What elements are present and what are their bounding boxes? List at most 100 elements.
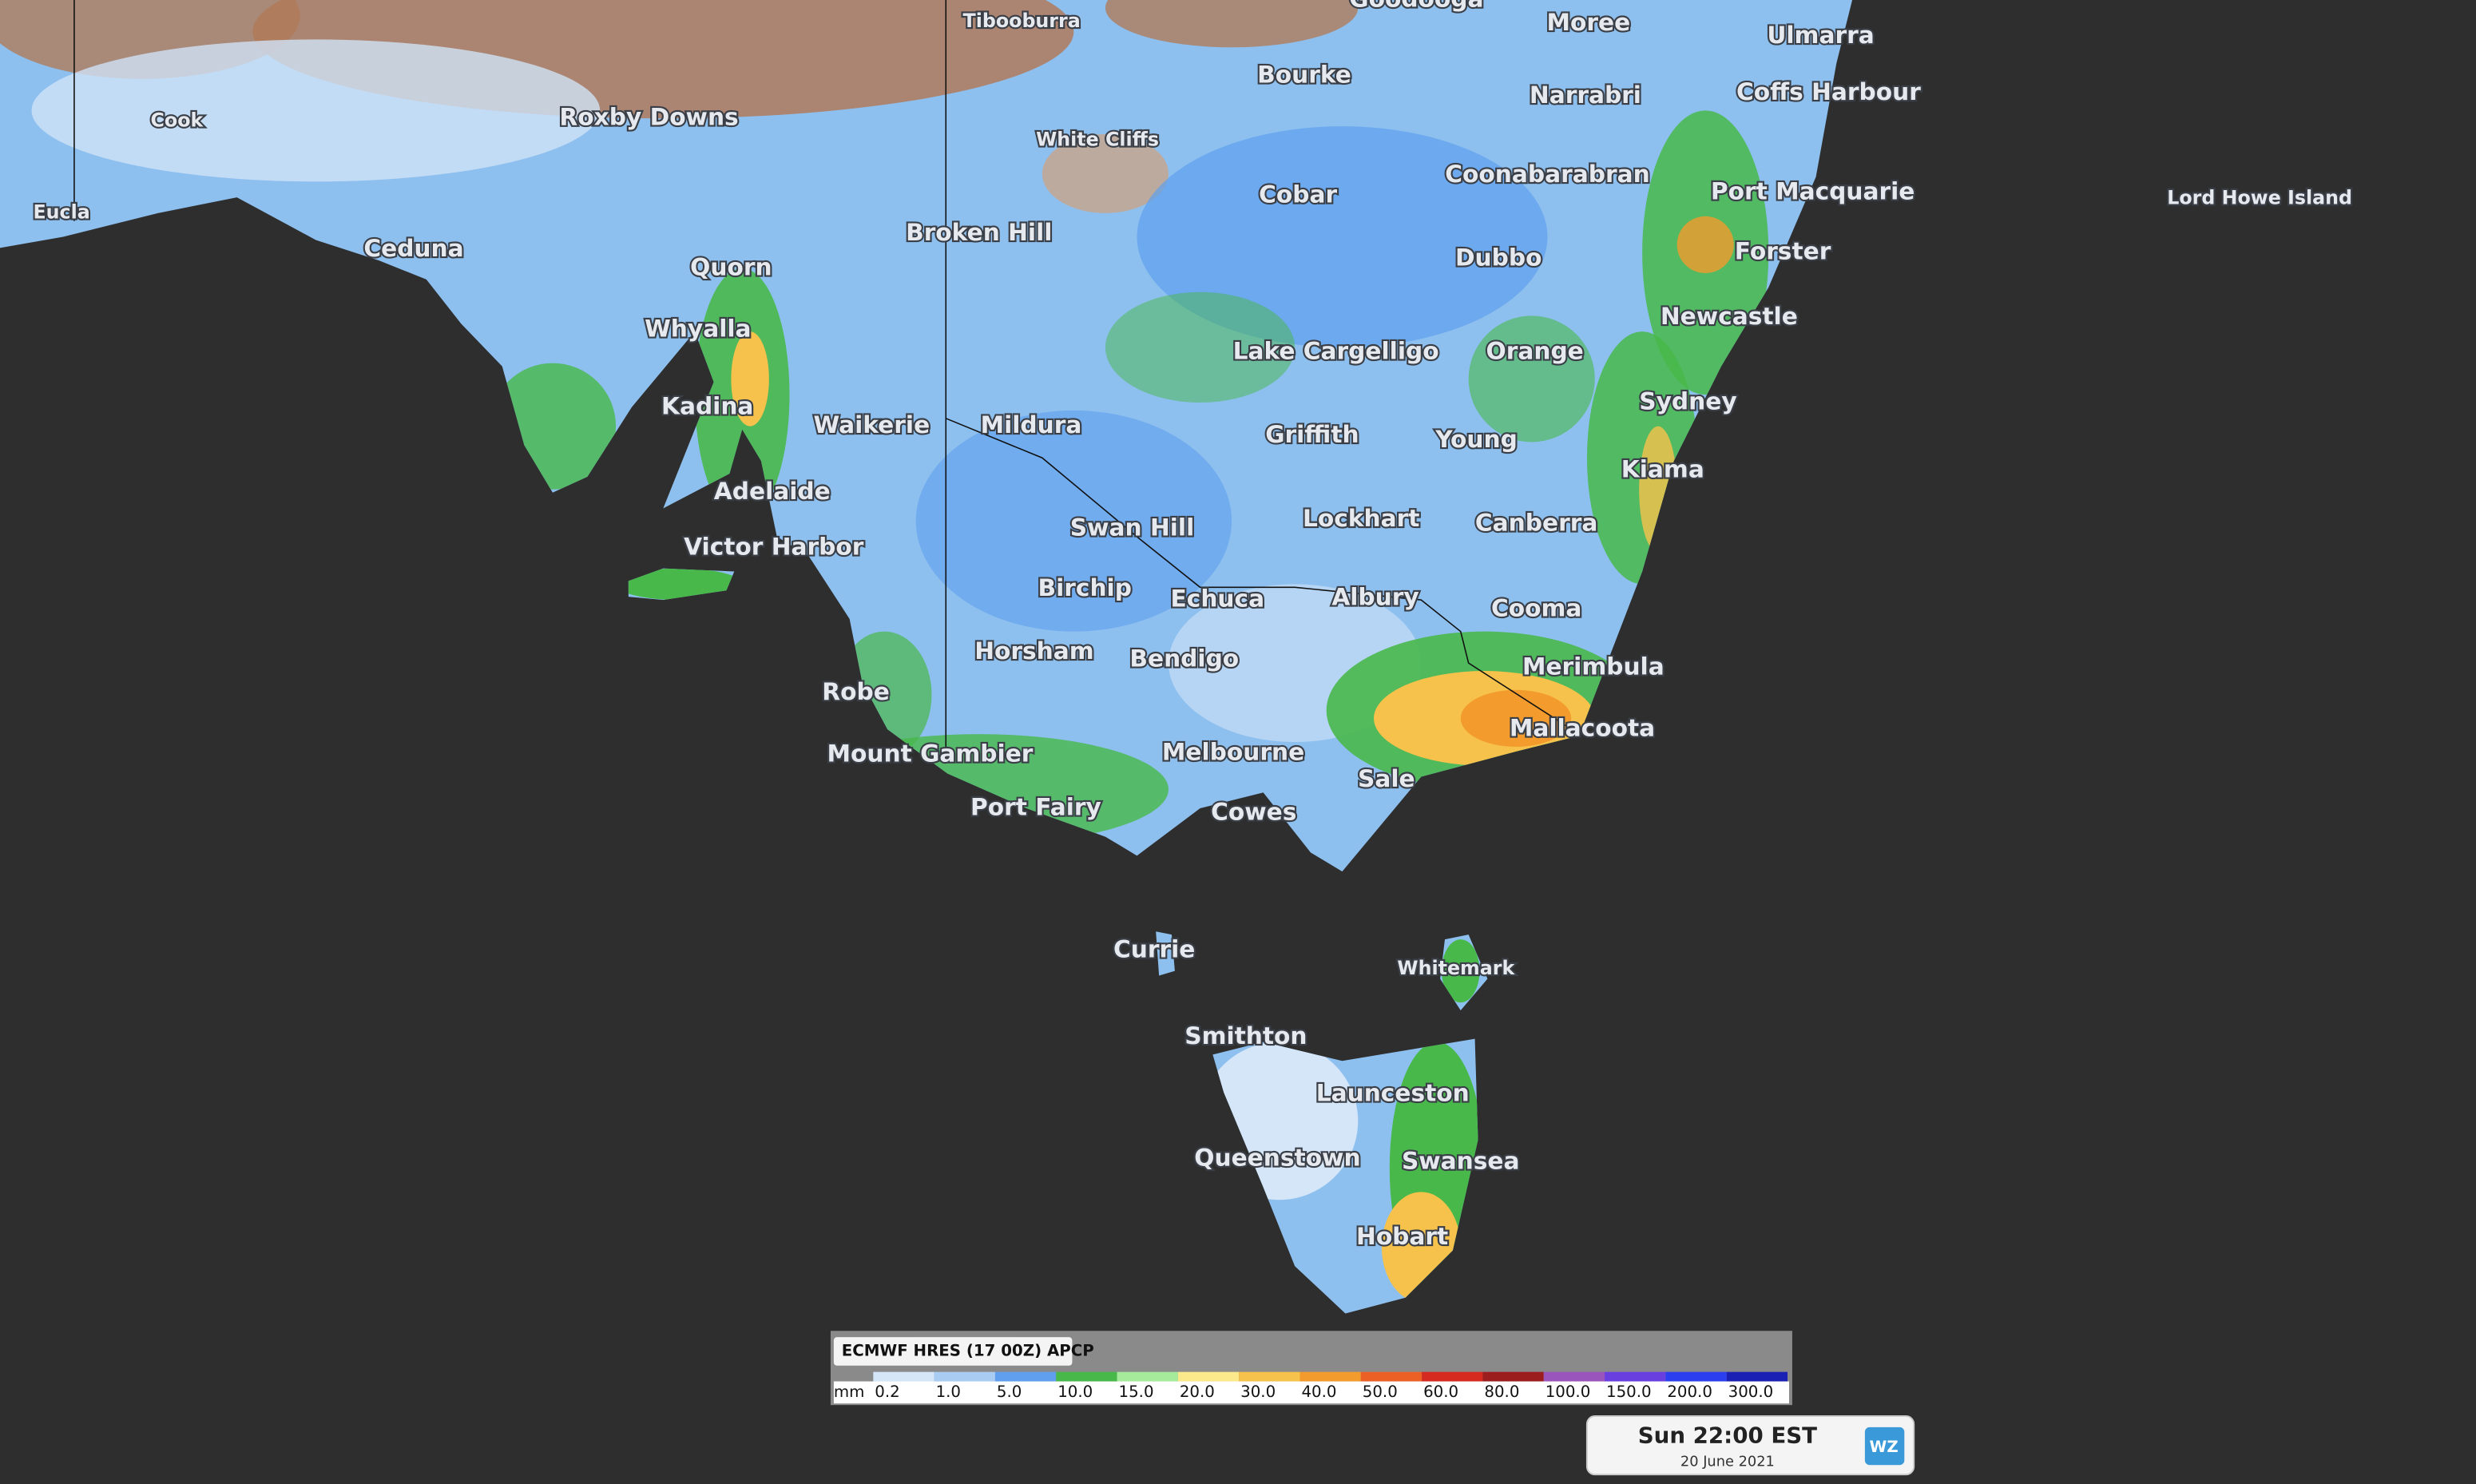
place-label: Launceston — [1316, 1078, 1470, 1106]
place-label: Smithton — [1184, 1022, 1307, 1050]
place-label: Hobart — [1356, 1222, 1448, 1250]
place-label: Coffs Harbour — [1736, 77, 1921, 105]
legend-swatch — [1665, 1371, 1727, 1382]
place-label: Lockhart — [1303, 504, 1419, 532]
place-label: Port Fairy — [970, 793, 1101, 821]
timestamp: Sun 22:00 EST 20 June 2021 WZ — [1585, 1415, 1915, 1476]
legend-label: 0.2 — [875, 1383, 899, 1401]
legend-label: 15.0 — [1119, 1383, 1154, 1401]
legend-label: 10.0 — [1057, 1383, 1093, 1401]
place-label: Moree — [1547, 8, 1631, 36]
place-label: Forster — [1735, 237, 1831, 265]
place-label: Swansea — [1402, 1146, 1520, 1174]
legend-swatch — [934, 1371, 995, 1382]
place-label: Kadina — [661, 391, 753, 419]
borders — [73, 0, 1580, 758]
legend-label: 50.0 — [1363, 1383, 1398, 1401]
legend-swatch — [1605, 1371, 1666, 1382]
place-label: Quorn — [690, 253, 772, 281]
place-label: Birchip — [1038, 573, 1132, 601]
legend-label: 40.0 — [1301, 1383, 1336, 1401]
place-label: Roxby Downs — [559, 103, 738, 131]
place-label: Ulmarra — [1767, 21, 1874, 49]
place-label: Coonabarabran — [1445, 160, 1649, 188]
legend-items: 0.2 1.0 5.0 10.0 15.0 20.0 30.0 40.0 50.0 60.0 80.… — [873, 1371, 1788, 1401]
place-label: Echuca — [1170, 585, 1264, 613]
place-label: Mallacoota — [1510, 714, 1655, 742]
legend-swatch — [1360, 1371, 1423, 1382]
place-label: Goodooga — [1349, 0, 1483, 12]
places: Tibooburra Goodooga Moree Ulmarra Bourke Narr… — [31, 0, 2354, 1252]
place-label: Cook — [151, 109, 204, 132]
legend-swatch — [1422, 1371, 1483, 1382]
legend-label: 20.0 — [1180, 1383, 1215, 1401]
legend-unit: mm — [834, 1383, 864, 1401]
place-label: Bendigo — [1129, 645, 1239, 673]
place-label: Melbourne — [1162, 737, 1304, 765]
legend-swatch — [873, 1371, 934, 1382]
place-label: Young — [1434, 425, 1518, 453]
place-label: Whyalla — [645, 315, 751, 343]
place-label: Whitemark — [1397, 957, 1515, 979]
legend-label: 150.0 — [1606, 1383, 1652, 1401]
place-label: Orange — [1486, 336, 1584, 364]
place-label: Cobar — [1259, 181, 1337, 208]
logo: WZ — [1870, 1438, 1899, 1456]
place-label: White Cliffs — [1036, 128, 1159, 150]
legend-label: 200.0 — [1667, 1383, 1712, 1401]
place-label: Lake Cargelligo — [1233, 336, 1439, 364]
legend-swatch — [1482, 1371, 1544, 1382]
timestamp-date: 20 June 2021 — [1680, 1453, 1775, 1470]
legend-swatch — [1117, 1371, 1178, 1382]
place-label: Narrabri — [1530, 81, 1641, 109]
timestamp-time: Sun 22:00 EST — [1638, 1422, 1817, 1449]
place-label: Port Macquarie — [1711, 177, 1915, 205]
place-label: Canberra — [1475, 509, 1597, 537]
place-label: Cooma — [1491, 593, 1581, 621]
legend-label: 300.0 — [1728, 1383, 1774, 1401]
place-label: Queenstown — [1194, 1143, 1360, 1171]
legend-scale — [833, 1381, 1789, 1404]
place-label: Waikerie — [813, 411, 930, 438]
place-label: Tibooburra — [963, 10, 1081, 32]
legend-label: 80.0 — [1484, 1383, 1519, 1401]
legend: ECMWF HRES (17 00Z) APCP mm 0.2 1.0 5.0 10.… — [830, 1331, 1792, 1406]
place-label: Kiama — [1621, 455, 1704, 483]
place-label: Newcastle — [1661, 302, 1798, 330]
place-label: Bourke — [1257, 60, 1351, 88]
timestamp-box — [1585, 1415, 1915, 1476]
place-label: Mount Gambier — [827, 739, 1034, 767]
legend-swatch — [994, 1371, 1057, 1382]
logo-box — [1864, 1426, 1905, 1466]
place-label: Horsham — [974, 637, 1093, 665]
place-label: Currie — [1113, 934, 1195, 962]
legend-swatch — [1543, 1371, 1605, 1382]
legend-swatch — [1056, 1371, 1117, 1382]
legend-swatch — [1177, 1371, 1240, 1382]
legend-label: 100.0 — [1546, 1383, 1591, 1401]
place-label: Swan Hill — [1070, 514, 1194, 542]
place-label: Sale — [1358, 764, 1415, 792]
legend-swatch — [1300, 1371, 1361, 1382]
legend-swatch — [1726, 1371, 1788, 1382]
place-label: Cowes — [1211, 797, 1296, 825]
legend-label: 30.0 — [1240, 1383, 1276, 1401]
place-label: Ceduna — [363, 234, 463, 262]
legend-title: ECMWF HRES (17 00Z) APCP — [842, 1341, 1094, 1359]
place-label: Robe — [822, 677, 890, 705]
place-label: Victor Harbor — [684, 532, 864, 560]
legend-swatch — [1239, 1371, 1300, 1382]
place-label: Broken Hill — [906, 218, 1052, 246]
legend-label: 60.0 — [1423, 1383, 1458, 1401]
legend-label: 1.0 — [936, 1383, 961, 1401]
place-label: Merimbula — [1522, 653, 1665, 680]
place-label: Sydney — [1639, 387, 1736, 415]
place-label: Lord Howe Island — [2167, 187, 2352, 209]
place-label: Dubbo — [1455, 244, 1542, 272]
legend-title-box — [833, 1337, 1073, 1366]
place-label: Griffith — [1265, 420, 1359, 448]
place-label: Adelaide — [714, 477, 831, 505]
